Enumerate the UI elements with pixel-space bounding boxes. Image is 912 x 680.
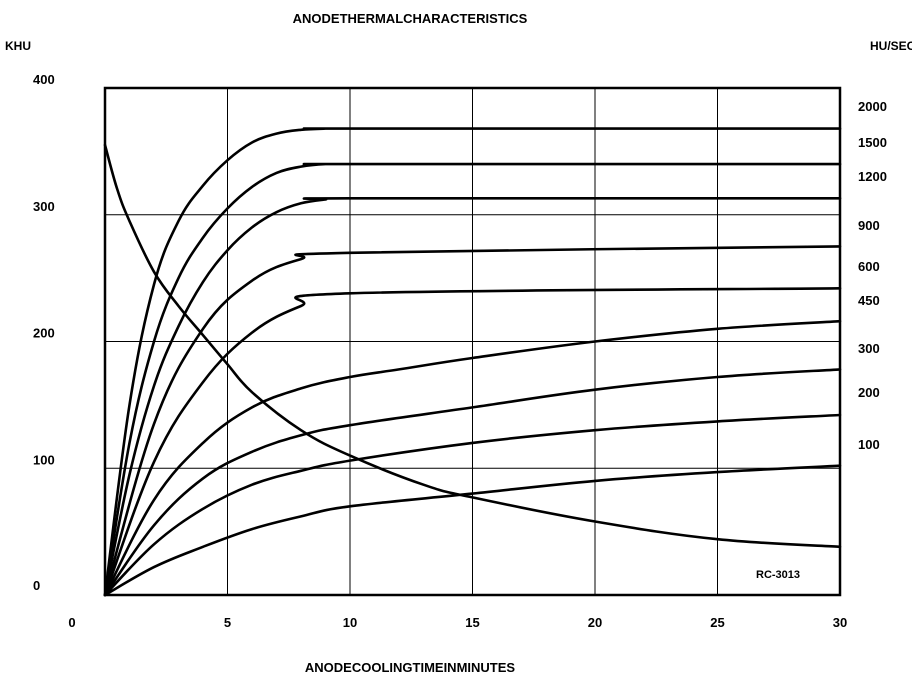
y-tick-label: 400: [33, 72, 55, 87]
y-tick-label: 200: [33, 326, 55, 341]
y-tick-label: 300: [33, 199, 55, 214]
x-tick-label: 15: [465, 615, 479, 630]
series-label-450: 450: [858, 293, 880, 308]
series-lines: [103, 127, 842, 597]
y-axis-label: KHU: [5, 39, 31, 53]
x-tick-label: 25: [710, 615, 724, 630]
series-labels: 2000 1500 1200 900 600 450 300 200 100: [858, 99, 887, 452]
x-tick-label: 10: [343, 615, 357, 630]
series-label-2000: 2000: [858, 99, 887, 114]
x-tick-label: 5: [224, 615, 231, 630]
series-line-900: [103, 245, 842, 597]
series-label-100: 100: [858, 437, 880, 452]
series-label-600: 600: [858, 259, 880, 274]
x-tick-label: 30: [833, 615, 847, 630]
series-line-100: [103, 464, 842, 597]
series-line-300: [103, 368, 842, 597]
plot-frame: [103, 86, 842, 597]
series-line-cooling: [103, 143, 842, 549]
series-line-2000: [103, 127, 842, 597]
series-line-600: [103, 287, 842, 597]
series-line-1500: [103, 162, 842, 597]
series-label-1200: 1200: [858, 169, 887, 184]
grid: [105, 88, 840, 595]
chart-title: ANODETHERMALCHARACTERISTICS: [293, 11, 528, 26]
series-line-1200: [103, 196, 842, 597]
series-line-200: [103, 413, 842, 597]
series-label-300: 300: [858, 341, 880, 356]
y-tick-label: 0: [33, 578, 40, 593]
x-tick-label: 0: [68, 615, 75, 630]
series-label-900: 900: [858, 218, 880, 233]
y-tick-label: 100: [33, 452, 55, 467]
secondary-axis-label: HU/SEC: [870, 39, 912, 53]
annotation-label: RC-3013: [756, 569, 800, 581]
series-label-1500: 1500: [858, 135, 887, 150]
x-tick-label: 20: [588, 615, 602, 630]
series-line-450: [103, 319, 842, 597]
x-axis-label: ANODECOOLINGTIMEINMINUTES: [305, 660, 515, 675]
series-label-200: 200: [858, 385, 880, 400]
